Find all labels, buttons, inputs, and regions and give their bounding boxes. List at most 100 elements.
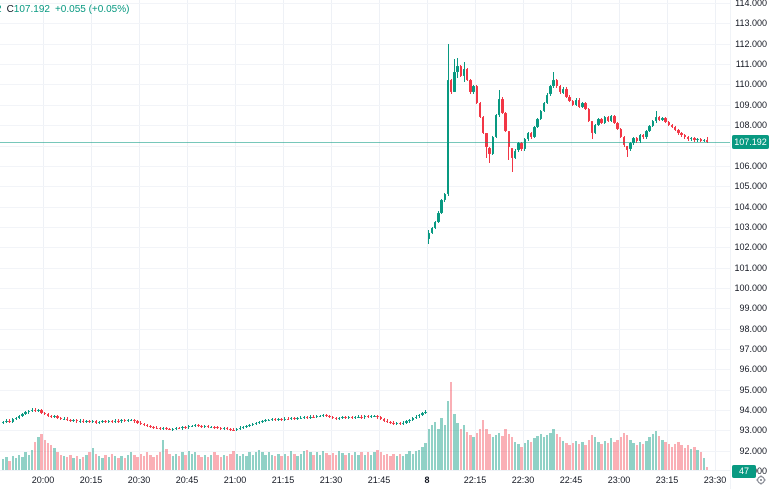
current-volume-badge: 47 — [732, 465, 756, 478]
volume-bar — [469, 434, 472, 470]
volume-bar — [344, 455, 347, 470]
candle-body — [21, 414, 24, 416]
candle-body — [686, 137, 690, 140]
candle-body — [72, 420, 75, 422]
volume-bar — [293, 453, 296, 470]
gear-icon[interactable] — [756, 475, 766, 485]
volume-bar — [466, 431, 469, 470]
candle-body — [546, 94, 549, 103]
candle-body — [706, 139, 709, 142]
time-axis-label: 22:15 — [463, 475, 487, 485]
volume-bar — [123, 458, 126, 470]
volume-bar — [267, 452, 270, 470]
candle-body — [482, 117, 485, 134]
volume-bar — [677, 441, 680, 470]
price-axis-label: 112.000 — [735, 38, 767, 49]
vertical-gridline — [523, 0, 524, 470]
volume-bar — [264, 454, 267, 470]
candle-body — [94, 421, 98, 423]
candle-body — [328, 416, 331, 418]
candle-body — [456, 66, 459, 73]
price-axis-label: 114.000 — [735, 0, 767, 8]
horizontal-gridline — [0, 125, 730, 127]
volume-bar — [357, 454, 360, 470]
candle-body — [306, 416, 309, 418]
candle-body — [98, 422, 101, 424]
volume-bar — [101, 458, 104, 470]
candle-body — [82, 420, 85, 422]
volume-bar — [395, 455, 398, 470]
volume-bar — [494, 434, 498, 470]
candle-body — [638, 135, 642, 142]
candle-body — [651, 121, 654, 127]
candle-body — [632, 138, 635, 144]
candle-body — [293, 418, 296, 420]
volume-bar — [446, 400, 450, 470]
volume-bar — [11, 455, 14, 470]
candle-body — [581, 102, 584, 107]
volume-bar — [654, 431, 658, 470]
candle-body — [130, 419, 133, 421]
volume-bar — [542, 437, 546, 470]
candle-body — [408, 419, 411, 422]
candle-body — [491, 137, 494, 154]
volume-bar — [216, 454, 219, 470]
price-axis-label: 96.000 — [739, 364, 767, 375]
volume-bar — [120, 455, 123, 470]
volume-bar — [110, 453, 114, 470]
vertical-gridline — [187, 0, 188, 470]
volume-bar — [619, 437, 622, 470]
candle-body — [696, 139, 699, 141]
volume-bar — [549, 432, 552, 470]
candle-body — [498, 98, 501, 115]
candle-body — [648, 126, 651, 132]
volume-bar — [302, 451, 306, 470]
volume-bar — [251, 454, 254, 470]
vertical-gridline — [91, 0, 92, 470]
volume-bar — [590, 434, 594, 470]
volume-bar — [405, 453, 408, 470]
candle-body — [434, 221, 437, 228]
volume-bar — [424, 443, 427, 470]
candle-body — [462, 69, 466, 77]
chart-canvas[interactable]: 2C107.192 +0.055 (+0.05%) — [0, 0, 730, 470]
candle-body — [136, 421, 139, 423]
vertical-gridline — [667, 0, 668, 470]
candle-body — [616, 123, 619, 130]
candle-body — [418, 414, 421, 417]
volume-bar — [325, 453, 328, 470]
vertical-gridline — [331, 0, 332, 470]
candle-body — [14, 417, 18, 420]
horizontal-gridline — [0, 247, 730, 249]
price-axis-label: 111.000 — [735, 59, 767, 70]
candle-body — [565, 88, 568, 97]
candle-body — [597, 119, 600, 126]
candle-body — [533, 127, 536, 138]
time-axis-label: 23:00 — [607, 475, 631, 485]
price-axis[interactable]: 91.00092.00093.00094.00095.00096.00097.0… — [730, 0, 770, 489]
candle-body — [395, 423, 398, 424]
price-axis-label: 110.000 — [735, 79, 767, 90]
vertical-gridline — [43, 0, 44, 470]
candle-body — [347, 416, 350, 418]
volume-bar — [462, 425, 466, 470]
candle-body — [658, 117, 661, 121]
volume-bar — [149, 454, 152, 470]
price-axis-label: 106.000 — [734, 160, 767, 171]
symbol-legend[interactable]: 2C107.192 +0.055 (+0.05%) — [0, 4, 129, 15]
volume-bar — [546, 434, 549, 470]
time-axis[interactable]: 20:00 20:15 20:30 20:45 21:00 21:15 21:30 21:45… — [0, 470, 730, 489]
volume-bar — [472, 437, 475, 470]
volume-bar — [158, 452, 162, 470]
horizontal-gridline — [0, 287, 730, 289]
candle-body — [11, 419, 14, 422]
candle-body — [677, 130, 680, 134]
volume-bar — [283, 453, 286, 470]
candle-body — [75, 420, 78, 422]
candle-body — [226, 428, 229, 430]
candle-wick — [655, 110, 657, 124]
candle-body — [91, 421, 94, 423]
volume-bar — [360, 452, 363, 470]
candle-body — [360, 416, 363, 418]
volume-bar — [587, 439, 590, 470]
